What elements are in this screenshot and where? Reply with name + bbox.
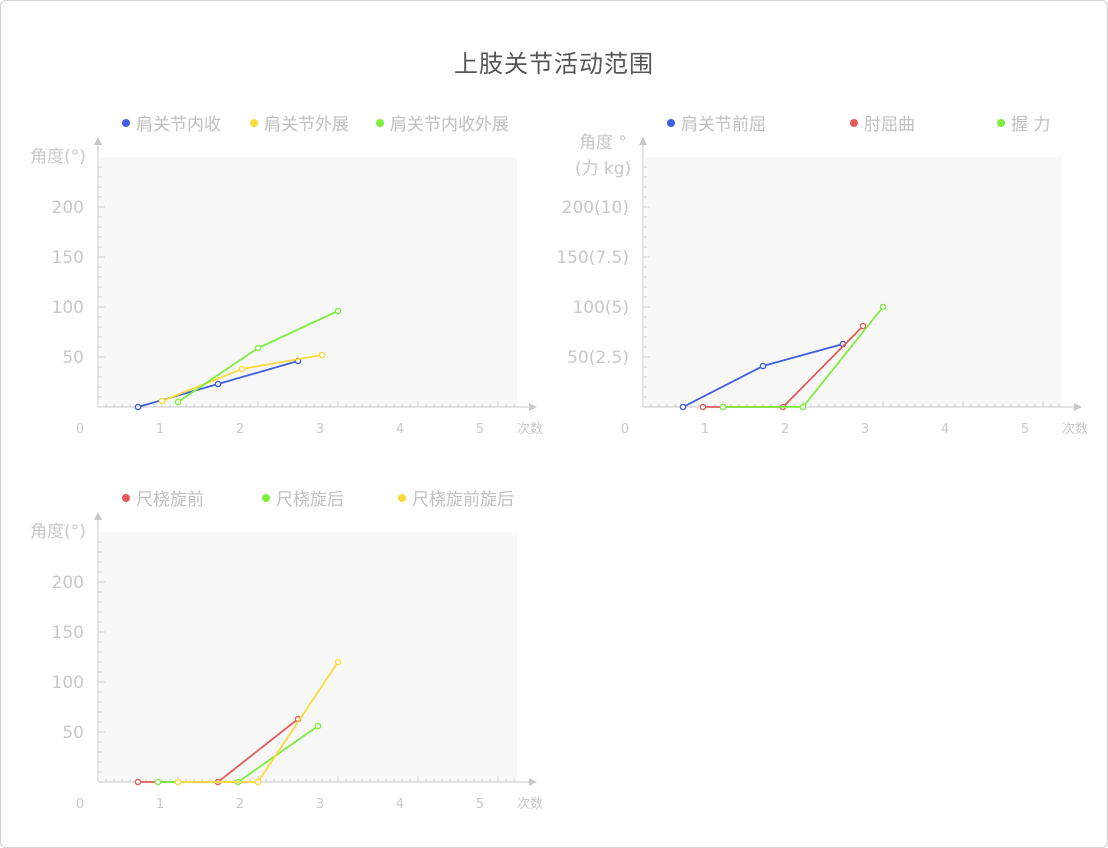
plot-area	[100, 532, 517, 782]
legend-label: 肩关节外展	[264, 115, 349, 135]
data-point	[238, 365, 246, 373]
chart-shoulder-adduction-abduction: 50 100 150 200 0 1 2 3 4 5 次数 角度(°) 肩关节内收 肩关节外展 肩关节内收外…	[30, 115, 543, 437]
x-tick-label: 4	[396, 422, 404, 437]
data-point	[254, 344, 262, 352]
y-tick-label: 100	[52, 673, 84, 693]
x-tick-label: 3	[316, 422, 324, 437]
data-point	[154, 778, 162, 786]
y-axis-title: 角度(°)	[30, 522, 86, 542]
page-title: 上肢关节活动范围	[454, 50, 654, 78]
x-tick-label: 3	[861, 422, 869, 437]
data-point	[318, 351, 326, 359]
legend-label: 握 力	[1011, 115, 1050, 135]
y-tick-label: 50	[62, 348, 84, 368]
x-tick-label: 4	[396, 797, 404, 812]
legend-marker	[376, 119, 384, 127]
data-point	[859, 322, 867, 330]
legend-marker	[667, 119, 675, 127]
data-point	[879, 303, 887, 311]
y-axis-arrow	[94, 512, 102, 520]
y-axis-title: 角度 °	[579, 133, 627, 153]
x-tick-label: 0	[76, 422, 84, 437]
chart-shoulder-flexion-elbow-grip: 50(2.5) 100(5) 150(7.5) 200(10) 0 1 2 3 4 5 次数 角度 °…	[556, 115, 1088, 437]
y-axis-arrow	[94, 137, 102, 145]
x-tick-label: 2	[236, 797, 244, 812]
x-axis-arrow	[529, 778, 537, 786]
y-tick-label: 150	[52, 623, 84, 643]
y-tick-label: 150	[52, 248, 84, 268]
legend-label: 肩关节内收	[136, 115, 221, 135]
data-point	[719, 403, 727, 411]
x-axis-title: 次数	[517, 421, 543, 437]
y-tick-label: 100(5)	[572, 298, 629, 318]
x-tick-label: 1	[156, 797, 164, 812]
legend-marker	[997, 119, 1005, 127]
x-tick-label: 4	[941, 422, 949, 437]
y-tick-label: 150(7.5)	[556, 248, 629, 268]
plot-area	[645, 157, 1062, 407]
y-tick-label: 200(10)	[562, 198, 629, 218]
y-axis-title: 角度(°)	[30, 147, 86, 167]
y-tick-label: 50(2.5)	[567, 348, 629, 368]
legend-label: 尺桡旋后	[276, 490, 344, 510]
y-tick-label: 200	[52, 573, 84, 593]
x-tick-label: 5	[1021, 422, 1029, 437]
data-point	[254, 778, 262, 786]
legend-label: 肩关节内收外展	[390, 115, 509, 135]
x-tick-label: 1	[701, 422, 709, 437]
x-tick-label: 2	[236, 422, 244, 437]
legend-label: 尺桡旋前	[136, 490, 204, 510]
y-tick-label: 100	[52, 298, 84, 318]
data-point	[134, 778, 142, 786]
legend-marker	[398, 494, 406, 502]
data-point	[214, 380, 222, 388]
y-tick-label: 200	[52, 198, 84, 218]
legend-label: 肩关节前屈	[681, 115, 766, 135]
data-point	[314, 722, 322, 730]
x-axis-title: 次数	[1062, 421, 1088, 437]
data-point	[174, 398, 182, 406]
data-point	[799, 403, 807, 411]
legend-label: 尺桡旋前旋后	[412, 490, 514, 510]
x-tick-label: 2	[781, 422, 789, 437]
data-point	[699, 403, 707, 411]
x-tick-label: 5	[476, 797, 484, 812]
x-axis-arrow	[529, 403, 537, 411]
legend-label: 肘屈曲	[864, 115, 915, 135]
y-axis-arrow	[639, 137, 647, 145]
x-tick-label: 0	[76, 797, 84, 812]
data-point	[158, 397, 166, 405]
x-tick-label: 0	[621, 422, 629, 437]
legend-marker	[122, 119, 130, 127]
x-tick-label: 5	[476, 422, 484, 437]
legend-marker	[850, 119, 858, 127]
legend-marker	[122, 494, 130, 502]
data-point	[759, 362, 767, 370]
chart-forearm-pronation-supination: 50 100 150 200 0 1 2 3 4 5 次数 角度(°) 尺桡旋前 尺桡旋后 尺桡旋前旋后	[30, 490, 543, 812]
data-point	[134, 403, 142, 411]
x-axis-arrow	[1074, 403, 1082, 411]
x-tick-label: 1	[156, 422, 164, 437]
y-tick-label: 50	[62, 723, 84, 743]
plot-area	[100, 157, 517, 407]
data-point	[679, 403, 687, 411]
y-axis-title: (力 kg)	[575, 159, 631, 179]
data-point	[174, 778, 182, 786]
legend-marker	[262, 494, 270, 502]
data-point	[334, 307, 342, 315]
x-tick-label: 3	[316, 797, 324, 812]
x-axis-title: 次数	[517, 796, 543, 812]
legend-marker	[250, 119, 258, 127]
data-point	[334, 658, 342, 666]
